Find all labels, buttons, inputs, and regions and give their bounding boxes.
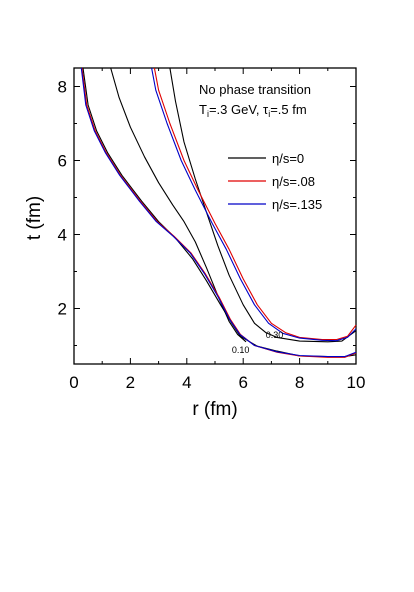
- contour-label: 0.30: [266, 330, 284, 340]
- annotation-suffix: =.5 fm: [270, 102, 307, 117]
- series-line-2-0: [80, 67, 357, 358]
- y-tick-label: 6: [58, 152, 67, 171]
- y-tick-label: 2: [58, 300, 67, 319]
- x-tick-label: 2: [126, 373, 135, 392]
- y-axis-title: t (fm): [24, 196, 45, 240]
- x-tick-label: 8: [295, 373, 304, 392]
- annotation-tau: τ: [263, 102, 269, 117]
- series-line-1-1: [153, 67, 357, 341]
- tick-labels: 0 2 4 6 8 10 2 4 6 8: [58, 78, 366, 393]
- y-tick-label: 4: [58, 226, 67, 245]
- x-tick-label: 10: [347, 373, 366, 392]
- legend-label: η/s=.135: [272, 197, 322, 212]
- annotation-t: T: [199, 102, 207, 117]
- series-line-0-1: [169, 67, 357, 343]
- x-tick-label: 4: [182, 373, 191, 392]
- series-line-2-1: [151, 67, 357, 342]
- annotation-params: Ti=.3 GeV, τi=.5 fm: [199, 102, 307, 119]
- legend-label: η/s=0: [272, 151, 304, 166]
- annotation-title: No phase transition: [199, 82, 311, 97]
- x-tick-label: 0: [69, 373, 78, 392]
- x-axis-title: r (fm): [192, 399, 237, 420]
- annotation-t-sub: i: [207, 109, 209, 119]
- x-tick-label: 6: [238, 373, 247, 392]
- contour-label: 0.10: [232, 345, 250, 355]
- annotation-mid: =.3 GeV,: [209, 102, 263, 117]
- axis-ticks: [73, 68, 357, 364]
- y-tick-label: 8: [58, 78, 67, 97]
- contour-labels: 0.10 0.30: [232, 330, 283, 355]
- annotation-tau-sub: i: [268, 109, 270, 119]
- legend: η/s=0 η/s=.08 η/s=.135: [228, 151, 322, 212]
- series-curves: [80, 67, 357, 358]
- legend-label: η/s=.08: [272, 174, 315, 189]
- series-line-0-2: [110, 67, 247, 343]
